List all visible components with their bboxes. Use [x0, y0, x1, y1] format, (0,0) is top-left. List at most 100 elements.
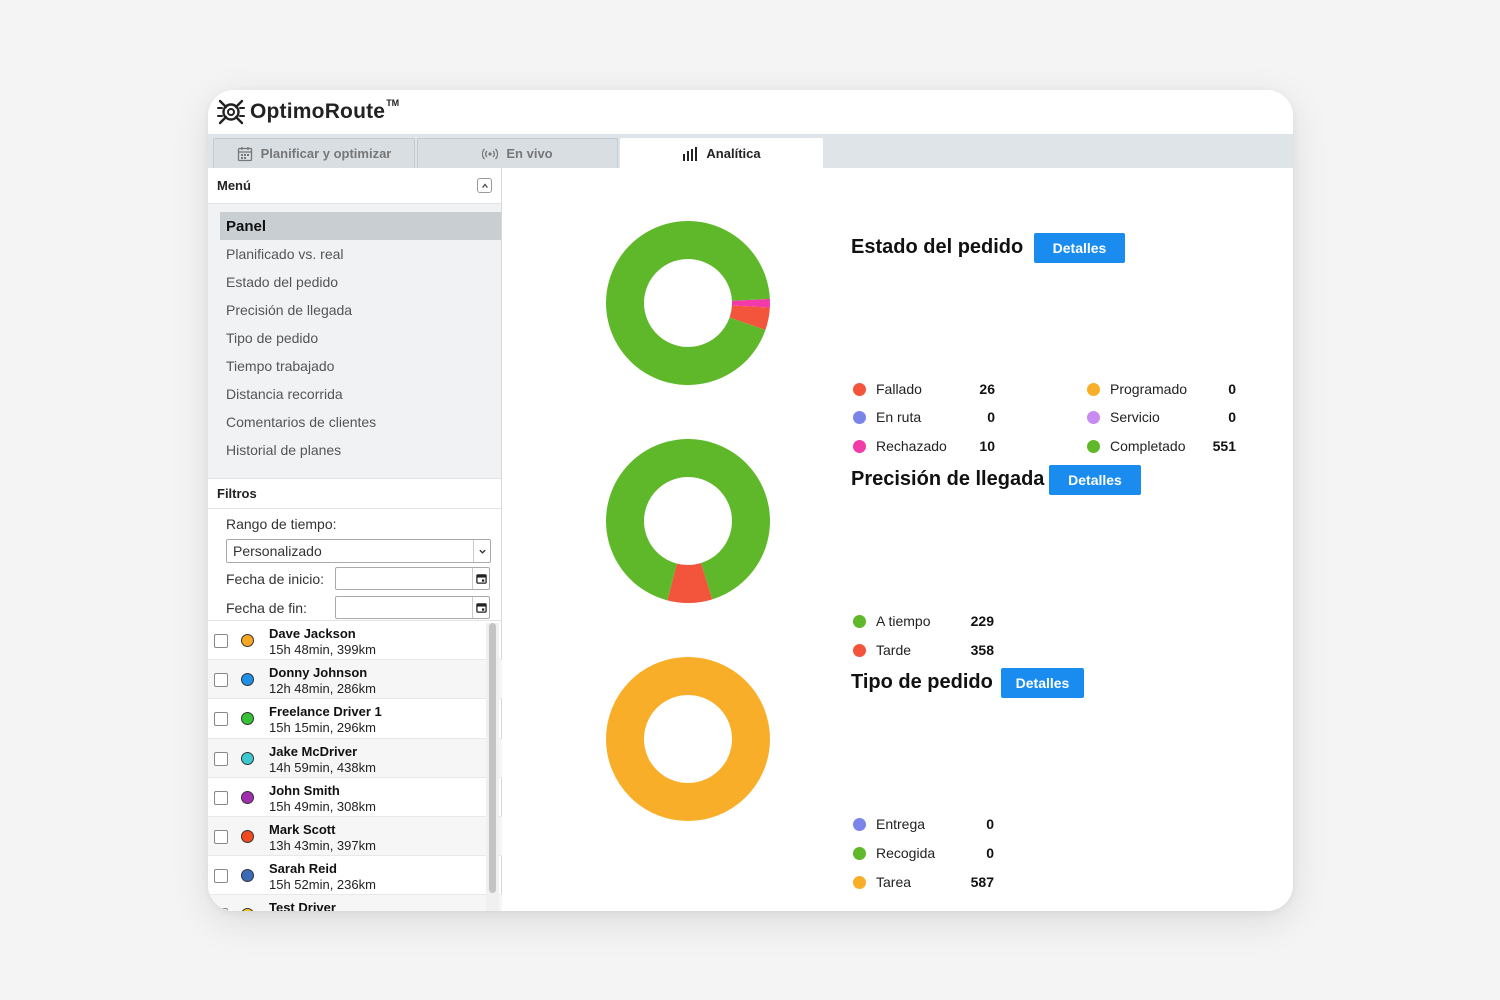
- menu-item-comentarios-de-clientes[interactable]: Comentarios de clientes: [226, 414, 377, 430]
- tab-label: Analítica: [706, 146, 761, 161]
- legend-value: 0: [986, 816, 994, 832]
- driver-name: Mark Scott: [269, 821, 336, 837]
- driver-row[interactable]: Donny Johnson 12h 48min, 286km: [208, 660, 502, 700]
- tab-analitica[interactable]: Analítica: [620, 138, 823, 168]
- scroll-thumb[interactable]: [489, 623, 496, 893]
- driver-stats: 13h 43min, 397km: [269, 837, 376, 853]
- legend-value: 0: [1228, 409, 1236, 425]
- time-range-select-row: Personalizado: [208, 538, 501, 564]
- legend-color-dot: [853, 439, 866, 453]
- legend-label: Servicio: [1110, 409, 1160, 425]
- driver-row[interactable]: Sarah Reid 15h 52min, 236km: [208, 856, 502, 896]
- tipo-details-button[interactable]: Detalles: [1001, 668, 1084, 698]
- donut-slice[interactable]: [606, 220, 770, 385]
- start-date-row: Fecha de inicio:: [208, 564, 501, 593]
- bar-chart-icon: [683, 146, 698, 161]
- driver-row[interactable]: Mark Scott 13h 43min, 397km: [208, 816, 502, 857]
- donut-slice[interactable]: [731, 298, 770, 308]
- legend-item: Completado: [1087, 438, 1186, 454]
- menu-item-panel[interactable]: Panel: [220, 212, 501, 240]
- calendar-picker-icon[interactable]: [472, 568, 489, 589]
- legend-value: 10: [979, 438, 995, 454]
- donut-slice[interactable]: [606, 439, 770, 601]
- menu-item-planificado-vs-real[interactable]: Planificado vs. real: [226, 246, 344, 262]
- time-range-select[interactable]: Personalizado: [226, 539, 491, 563]
- driver-color-dot: [241, 634, 254, 647]
- driver-checkbox[interactable]: [214, 869, 228, 884]
- driver-color-dot: [241, 908, 254, 911]
- driver-color-dot: [241, 790, 254, 804]
- menu-item-distancia-recorrida[interactable]: Distancia recorrida: [226, 386, 343, 402]
- legend-value: 229: [970, 613, 994, 629]
- driver-checkbox[interactable]: [214, 790, 228, 805]
- legend-color-dot: [853, 875, 866, 889]
- driver-list-scrollbar[interactable]: [486, 623, 499, 911]
- menu-item-precision-de-llegada[interactable]: Precisión de llegada: [226, 302, 353, 318]
- app-name: OptimoRoute: [250, 100, 386, 123]
- legend-value: 26: [979, 381, 995, 397]
- driver-row[interactable]: Dave Jackson 15h 48min, 399km: [208, 621, 502, 661]
- calendar-icon: [237, 146, 252, 161]
- calendar-picker-icon[interactable]: [472, 597, 489, 618]
- tab-planificar[interactable]: Planificar y optimizar: [213, 138, 415, 168]
- tab-label: En vivo: [506, 146, 553, 161]
- menu-item-tiempo-trabajado[interactable]: Tiempo trabajado: [226, 358, 335, 374]
- driver-name: John Smith: [269, 782, 340, 798]
- menu-title: Menú: [217, 178, 251, 193]
- driver-name: Freelance Driver 1: [269, 704, 382, 720]
- legend-value: 0: [987, 409, 995, 425]
- driver-list: Dave Jackson 15h 48min, 399km Donny Johnso…: [208, 620, 502, 911]
- legend-item: Entrega: [853, 816, 925, 832]
- driver-stats: 14h 59min, 438km: [269, 759, 376, 775]
- legend-color-dot: [853, 382, 866, 396]
- legend-label: Completado: [1110, 438, 1186, 454]
- driver-checkbox[interactable]: [214, 908, 228, 911]
- start-date-input[interactable]: [335, 567, 490, 590]
- tab-en-vivo[interactable]: En vivo: [417, 138, 618, 168]
- trademark: TM: [386, 98, 400, 108]
- tab-label: Planificar y optimizar: [260, 146, 392, 161]
- legend-color-dot: [1087, 382, 1100, 396]
- estado-details-button[interactable]: Detalles: [1034, 233, 1125, 263]
- legend-item: Programado: [1087, 381, 1187, 397]
- legend-item: A tiempo: [853, 613, 930, 629]
- donut-slice[interactable]: [667, 563, 713, 603]
- driver-name: Sarah Reid: [269, 861, 337, 877]
- menu-item-estado-del-pedido[interactable]: Estado del pedido: [226, 274, 339, 290]
- estado-donut-chart: [606, 220, 770, 385]
- driver-checkbox[interactable]: [214, 673, 228, 688]
- driver-row[interactable]: Freelance Driver 1 15h 15min, 296km: [208, 699, 502, 739]
- legend-value: 0: [986, 845, 994, 861]
- legend-label: Tarde: [876, 642, 912, 658]
- broadcast-icon: [482, 148, 499, 159]
- menu-item-tipo-de-pedido[interactable]: Tipo de pedido: [226, 330, 319, 346]
- legend-item: Tarea: [853, 874, 911, 890]
- precision-title: Precisión de llegada: [851, 468, 1045, 490]
- menu-item-historial-de-planes[interactable]: Historial de planes: [226, 442, 342, 458]
- donut-slice[interactable]: [606, 657, 770, 821]
- legend-value: 587: [970, 874, 994, 890]
- end-date-input[interactable]: [335, 596, 490, 619]
- driver-checkbox[interactable]: [214, 712, 228, 727]
- legend-value: 0: [1228, 381, 1236, 397]
- tipo-donut-chart: [606, 657, 770, 821]
- driver-name: Donny Johnson: [269, 665, 368, 681]
- driver-color-dot: [241, 869, 254, 883]
- driver-row[interactable]: Test Driver: [208, 895, 502, 911]
- app-logo: OptimoRoute TM: [217, 98, 399, 126]
- driver-checkbox[interactable]: [214, 751, 228, 766]
- legend-item: En ruta: [853, 409, 921, 425]
- collapse-menu-button[interactable]: [477, 178, 492, 193]
- driver-checkbox[interactable]: [214, 829, 228, 844]
- driver-row[interactable]: John Smith 15h 49min, 308km: [208, 778, 502, 817]
- menu-header: Menú: [208, 168, 501, 204]
- driver-row[interactable]: Jake McDriver 14h 59min, 438km: [208, 738, 502, 778]
- legend-item: Servicio: [1087, 409, 1160, 425]
- driver-name: Jake McDriver: [269, 743, 358, 759]
- driver-stats: 15h 52min, 236km: [269, 877, 376, 893]
- precision-details-button[interactable]: Detalles: [1049, 465, 1141, 495]
- donut-slice[interactable]: [729, 305, 770, 330]
- end-date-row: Fecha de fin:: [208, 593, 501, 622]
- driver-checkbox[interactable]: [214, 634, 228, 648]
- legend-color-dot: [853, 614, 866, 628]
